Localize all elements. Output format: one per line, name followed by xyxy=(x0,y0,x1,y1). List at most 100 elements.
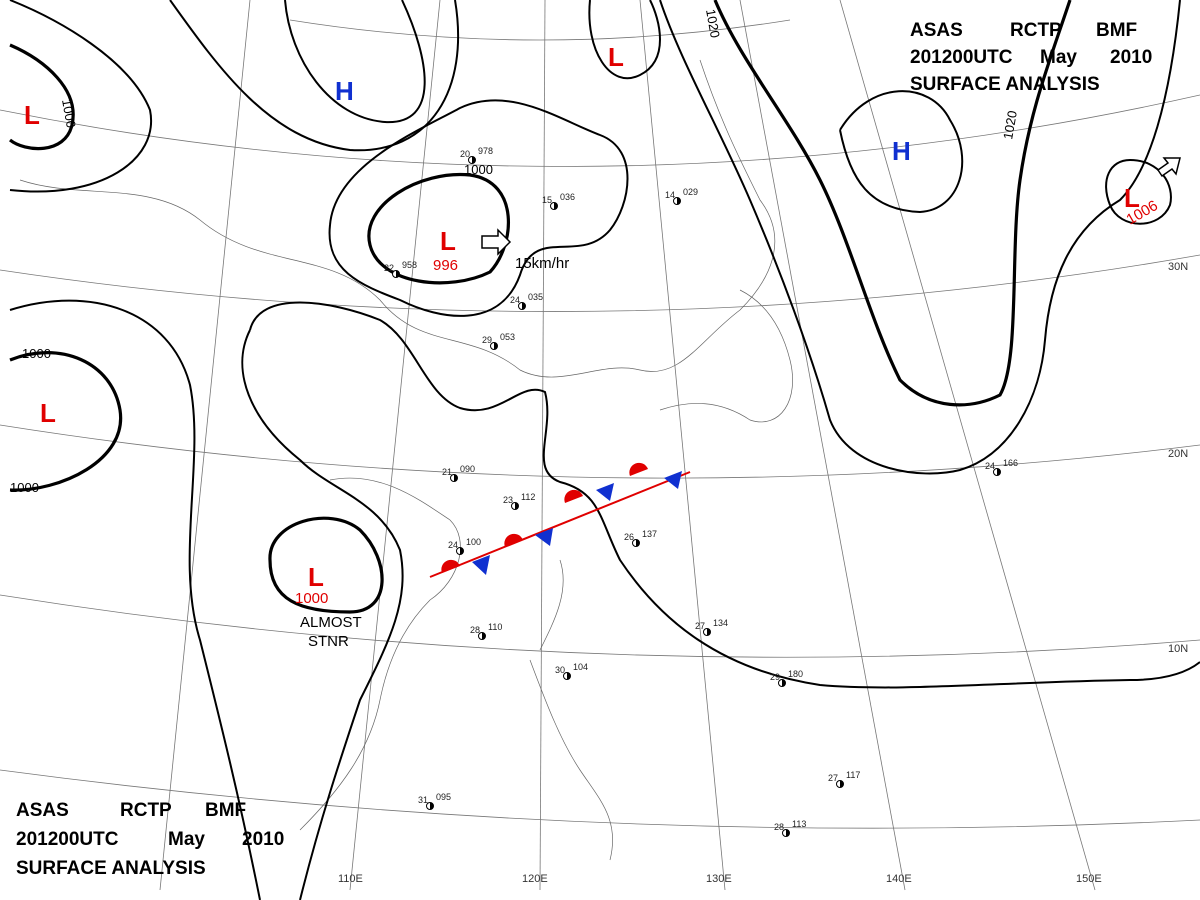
latitude-line xyxy=(0,424,1200,479)
station-pressure: 978 xyxy=(478,146,493,156)
station-pressure: 180 xyxy=(788,669,803,679)
low-center: L xyxy=(440,226,456,256)
isobar xyxy=(169,0,460,152)
station-pressure: 104 xyxy=(573,662,588,672)
latitude-label: 30N xyxy=(1168,261,1188,273)
header-text: 2010 xyxy=(1110,47,1152,68)
station-shading xyxy=(567,672,571,680)
longitude-line xyxy=(159,0,251,891)
low-center: L xyxy=(40,398,56,428)
header-text: ASAS xyxy=(910,20,963,41)
header-text: BMF xyxy=(1096,20,1137,41)
cold-front-symbol xyxy=(472,555,490,575)
station-temperature: 28 xyxy=(774,822,784,832)
isobar-label: 1020 xyxy=(703,8,723,39)
header-text: 201200UTC xyxy=(910,47,1013,68)
isobar xyxy=(839,90,964,214)
station-shading xyxy=(707,628,711,636)
station-pressure: 110 xyxy=(488,622,502,632)
header-text: May xyxy=(168,829,205,850)
stationary-label: STNR xyxy=(308,633,349,650)
station-pressure: 113 xyxy=(792,819,806,829)
station-pressure: 095 xyxy=(436,792,451,802)
longitude-label: 130E xyxy=(706,873,732,885)
station-temperature: 23 xyxy=(503,495,513,505)
front xyxy=(429,462,691,578)
isobar-label: 1000 xyxy=(464,162,493,177)
station-temperature: 22 xyxy=(384,263,394,273)
isobar xyxy=(713,0,1072,407)
header-text: 2010 xyxy=(242,829,284,850)
header-text: May xyxy=(1040,47,1077,68)
station-temperature: 29 xyxy=(770,672,780,682)
latitude-line xyxy=(289,19,791,41)
isobar xyxy=(588,0,661,80)
low-center: L xyxy=(24,100,40,130)
motion-arrow xyxy=(1156,157,1181,178)
low-center: L xyxy=(608,42,624,72)
station-pressure: 035 xyxy=(528,292,543,302)
stations: 20 978 22 958 15 036 24 035 29 053 21 090 23 112 24 100… xyxy=(384,146,1018,837)
isobar xyxy=(367,172,510,285)
warm-front-symbol xyxy=(564,489,583,503)
coastline xyxy=(659,289,793,423)
station-temperature: 27 xyxy=(695,621,705,631)
longitude-label: 150E xyxy=(1076,873,1102,885)
longitude-label: 110E xyxy=(338,873,363,885)
station-shading xyxy=(840,780,844,788)
station-temperature: 28 xyxy=(470,625,480,635)
latitude-label: 20N xyxy=(1168,448,1188,460)
motion-arrow xyxy=(481,228,512,256)
station-shading xyxy=(515,502,519,510)
station-temperature: 27 xyxy=(828,773,838,783)
header-text: ASAS xyxy=(16,800,69,821)
station-shading xyxy=(472,156,476,164)
station-shading xyxy=(997,468,1001,476)
station-pressure: 958 xyxy=(402,260,417,270)
front-line xyxy=(429,471,691,578)
warm-front-symbol xyxy=(629,462,648,476)
station-pressure: 117 xyxy=(846,770,860,780)
station-shading xyxy=(494,342,498,350)
geo-labels: 110E 120E 130E 140E 150E 30N 20N 10N xyxy=(338,261,1188,885)
isobar xyxy=(9,0,153,193)
coastline xyxy=(299,477,461,831)
longitude-line xyxy=(639,0,726,891)
low-pressure-value: 996 xyxy=(433,257,458,274)
longitude-label: 140E xyxy=(886,873,912,885)
station-pressure: 036 xyxy=(560,192,575,202)
isobar xyxy=(241,329,404,900)
isobar xyxy=(268,516,384,614)
station-temperature: 31 xyxy=(418,795,428,805)
station-temperature: 24 xyxy=(510,295,520,305)
isobar-label: 1000 xyxy=(59,98,79,129)
isobars xyxy=(9,0,1200,900)
station-pressure: 053 xyxy=(500,332,515,342)
station-shading xyxy=(636,539,640,547)
longitude-line xyxy=(539,0,546,891)
station-temperature: 20 xyxy=(460,149,470,159)
station-temperature: 24 xyxy=(985,461,995,471)
isobar-label: 1000 xyxy=(22,346,51,361)
station-temperature: 15 xyxy=(542,195,552,205)
latitude-label: 10N xyxy=(1168,643,1188,655)
station-shading xyxy=(677,197,681,205)
longitude-line xyxy=(349,0,441,891)
isobar-label: 1020 xyxy=(1000,109,1020,140)
header-text: SURFACE ANALYSIS xyxy=(16,858,206,879)
warm-front-symbol xyxy=(504,533,523,547)
station-pressure: 112 xyxy=(521,492,535,502)
station-pressure: 166 xyxy=(1003,458,1018,468)
isobar xyxy=(9,351,123,492)
station-temperature: 24 xyxy=(448,540,458,550)
isobar xyxy=(9,43,75,151)
station-temperature: 30 xyxy=(555,665,565,675)
isobar-label: 1000 xyxy=(10,480,39,495)
station-temperature: 14 xyxy=(665,190,675,200)
coastline xyxy=(19,59,776,378)
latitude-line xyxy=(0,94,1200,167)
pressure-systems: L H L H L 996 L L 1000 L 1006 xyxy=(24,42,1161,607)
